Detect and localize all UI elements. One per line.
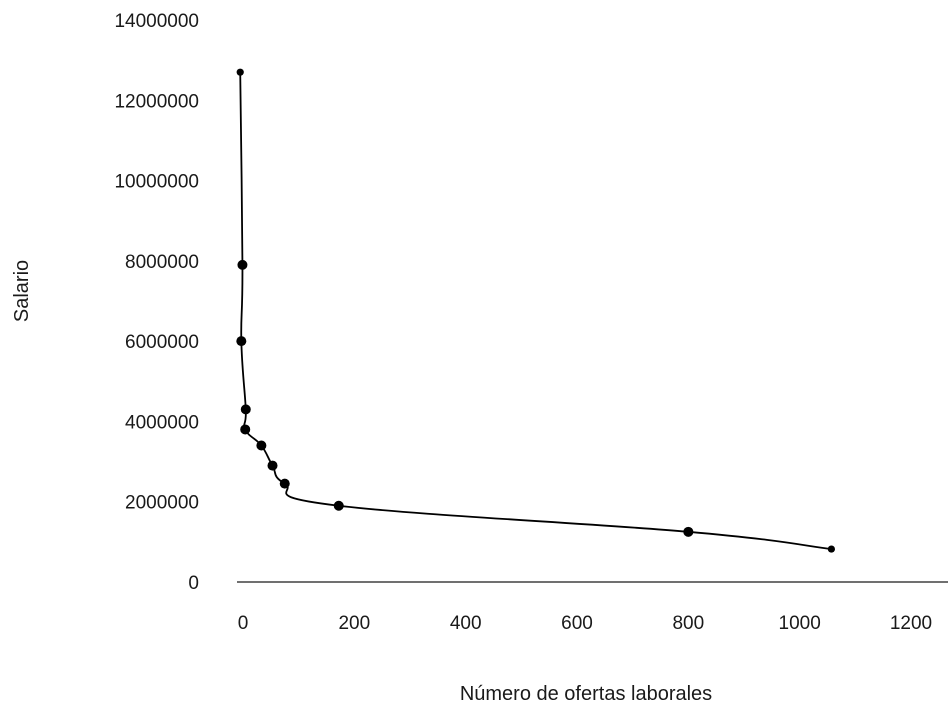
y-tick-label: 8000000 [125, 252, 199, 273]
data-point [237, 259, 248, 270]
y-tick-label: 6000000 [125, 332, 199, 353]
x-axis-title: Número de ofertas laborales [460, 683, 712, 705]
data-point [683, 526, 694, 537]
data-point [827, 545, 835, 553]
y-tick-label: 12000000 [114, 91, 199, 112]
data-markers [236, 68, 835, 553]
y-axis-tick-labels: 0 2000000 4000000 6000000 8000000 10000000 120… [114, 11, 199, 594]
x-tick-label: 200 [338, 613, 370, 634]
data-point [236, 68, 244, 76]
x-tick-label: 400 [450, 613, 482, 634]
y-axis-title: Salario [11, 260, 33, 322]
y-tick-label: 0 [188, 573, 199, 594]
data-point [236, 336, 247, 347]
data-point [267, 460, 278, 471]
y-tick-label: 2000000 [125, 493, 199, 514]
data-point [240, 404, 251, 415]
x-tick-label: 1000 [779, 613, 821, 634]
data-point [256, 440, 267, 451]
data-point [333, 500, 344, 511]
x-tick-label: 1200 [890, 613, 932, 634]
y-tick-label: 14000000 [114, 11, 199, 32]
series-line [239, 72, 832, 550]
y-tick-label: 10000000 [114, 172, 199, 193]
x-tick-label: 800 [672, 613, 704, 634]
x-tick-label: 600 [561, 613, 593, 634]
data-point [279, 478, 290, 489]
data-point [240, 424, 251, 435]
y-tick-label: 4000000 [125, 412, 199, 433]
x-axis-tick-labels: 0 200 400 600 800 1000 1200 [238, 613, 932, 634]
x-tick-label: 0 [238, 613, 249, 634]
